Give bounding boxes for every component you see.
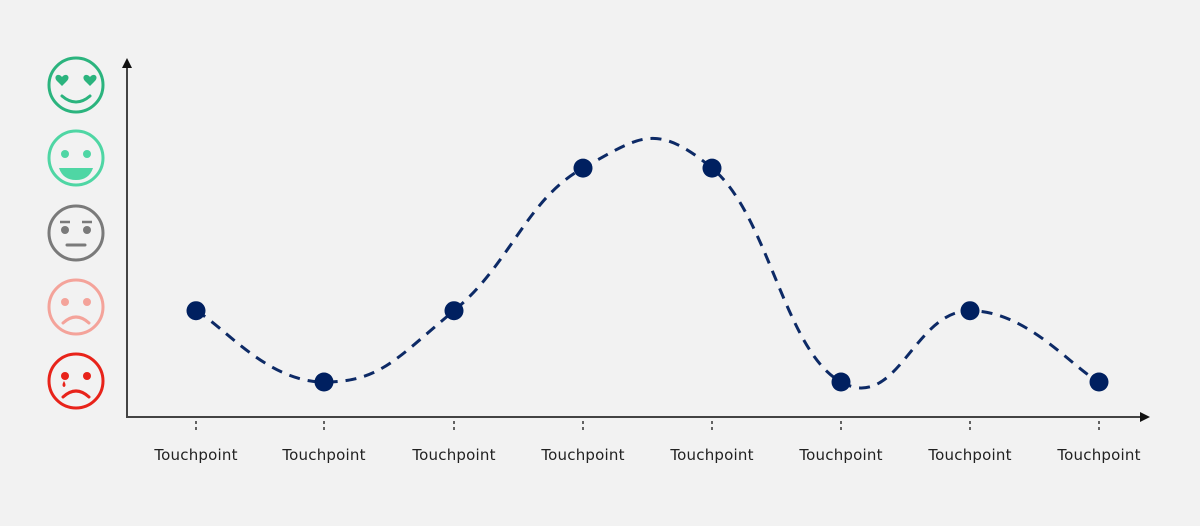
neutral-face-icon (47, 204, 105, 262)
data-point (314, 372, 334, 392)
data-point (702, 158, 722, 178)
emotion-curve (195, 136, 1100, 390)
x-axis-label: Touchpoint (154, 446, 238, 464)
x-axis-label: Touchpoint (670, 446, 754, 464)
data-point (444, 301, 464, 321)
x-axis-label: Touchpoint (1057, 446, 1141, 464)
data-point (186, 301, 206, 321)
grin-face-icon (47, 129, 105, 187)
data-point (960, 301, 980, 321)
x-axis-label: Touchpoint (541, 446, 625, 464)
x-axis-label: Touchpoint (928, 446, 1012, 464)
x-axis-ticks (195, 421, 1100, 431)
sad-face-icon (47, 278, 105, 336)
x-axis-label: Touchpoint (282, 446, 366, 464)
data-point (1089, 372, 1109, 392)
axes (122, 58, 1150, 422)
crying-face-icon (47, 352, 105, 410)
x-axis-label: Touchpoint (412, 446, 496, 464)
x-axis-label: Touchpoint (799, 446, 883, 464)
heart-eyes-face-icon (47, 56, 105, 114)
data-points (186, 158, 1109, 392)
data-point (573, 158, 593, 178)
data-point (831, 372, 851, 392)
